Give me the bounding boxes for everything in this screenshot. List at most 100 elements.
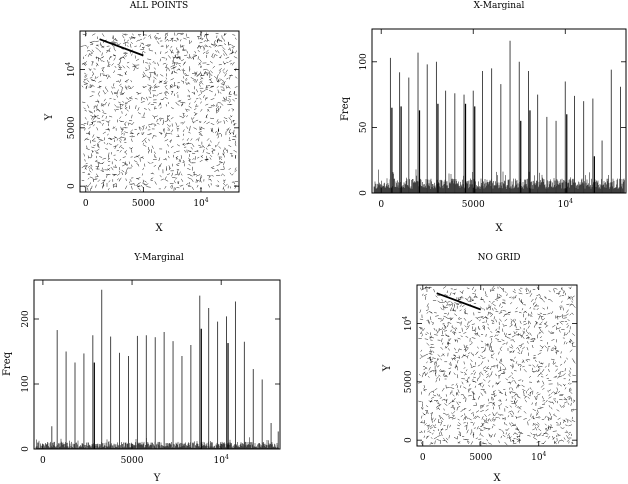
scatter-point (180, 44, 182, 48)
scatter-point (177, 37, 179, 41)
scatter-point (522, 389, 526, 392)
scatter-point (200, 174, 202, 179)
scatter-point (427, 426, 430, 430)
scatter-point (533, 354, 536, 357)
scatter-point (174, 54, 178, 59)
scatter-point (441, 299, 443, 302)
scatter-point (426, 361, 428, 364)
scatter-point (478, 319, 481, 322)
scatter-point (467, 376, 470, 380)
scatter-point (480, 296, 482, 300)
scatter-point (429, 431, 432, 434)
scatter-point (467, 388, 471, 390)
scatter-point (487, 359, 489, 362)
scatter-point (172, 58, 175, 62)
scatter-point (533, 423, 536, 426)
scatter-point (210, 98, 215, 100)
scatter-point (94, 120, 97, 123)
scatter-point (503, 324, 507, 327)
scatter-point (148, 138, 150, 142)
scatter-point (84, 159, 86, 162)
scatter-point (430, 351, 432, 355)
scatter-point (222, 71, 226, 74)
scatter-point (562, 307, 564, 311)
scatter-point (229, 74, 233, 76)
scatter-point (436, 404, 440, 407)
scatter-point (457, 441, 461, 444)
scatter-point (498, 428, 502, 431)
scatter-point (471, 323, 475, 325)
scatter-point (150, 86, 153, 88)
scatter-point (137, 112, 141, 115)
scatter-point (177, 172, 179, 176)
scatter-point (532, 288, 536, 291)
scatter-point (120, 132, 124, 135)
scatter-point (227, 85, 231, 89)
scatter-point (207, 175, 211, 177)
scatter-point (559, 363, 563, 366)
scatter-point (188, 129, 191, 132)
scatter-point (497, 381, 501, 384)
scatter-point (158, 131, 161, 134)
scatter-point (231, 49, 233, 53)
scatter-point (158, 37, 162, 40)
scatter-point (566, 342, 568, 345)
scatter-point (522, 331, 525, 335)
scatter-point (147, 102, 151, 106)
scatter-point (568, 296, 572, 298)
scatter-point (430, 370, 435, 372)
scatter-point (491, 416, 495, 420)
scatter-point (427, 356, 431, 359)
scatter-point (185, 183, 189, 185)
scatter-point (89, 41, 94, 44)
scatter-point (438, 394, 441, 397)
scatter-point (185, 79, 188, 82)
y-axis-label: Y (44, 113, 55, 121)
scatter-point (126, 45, 129, 47)
scatter-point (198, 144, 202, 147)
scatter-point (160, 45, 164, 47)
scatter-point (465, 416, 468, 420)
scatter-point (221, 89, 225, 91)
scatter-point (496, 297, 501, 300)
scatter-point (137, 92, 142, 95)
scatter-point (214, 54, 218, 56)
scatter-point (124, 123, 126, 126)
scatter-point (87, 184, 90, 188)
scatter-point (473, 302, 477, 304)
scatter-point (514, 401, 517, 405)
scatter-point (142, 85, 147, 89)
scatter-point (434, 388, 438, 391)
scatter-point (204, 159, 209, 161)
scatter-point (139, 44, 142, 48)
plot-frame (79, 30, 240, 193)
scatter-point (97, 179, 101, 183)
scatter-point (568, 374, 571, 377)
scatter-point (178, 158, 181, 162)
scatter-point (435, 379, 438, 383)
scatter-point (160, 178, 164, 181)
scatter-point (233, 138, 236, 141)
scatter-point (235, 37, 237, 40)
scatter-point (420, 441, 423, 445)
scatter-point (518, 344, 523, 347)
scatter-point (140, 96, 143, 101)
scatter-point (468, 388, 472, 392)
scatter-point (422, 328, 425, 331)
scatter-point (556, 326, 558, 331)
scatter-point (479, 383, 482, 387)
scatter-point (505, 336, 508, 338)
scatter-point (186, 109, 190, 111)
scatter-point (428, 366, 431, 371)
scatter-point (182, 101, 186, 104)
scatter-point (195, 97, 199, 100)
scatter-point (154, 155, 157, 159)
scatter-point (478, 427, 482, 430)
scatter-point (451, 331, 455, 335)
scatter-point (149, 62, 152, 65)
scatter-point (177, 56, 180, 59)
scatter-point (480, 355, 483, 358)
scatter-point (443, 412, 447, 415)
scatter-point (193, 91, 195, 95)
scatter-point (483, 389, 485, 393)
